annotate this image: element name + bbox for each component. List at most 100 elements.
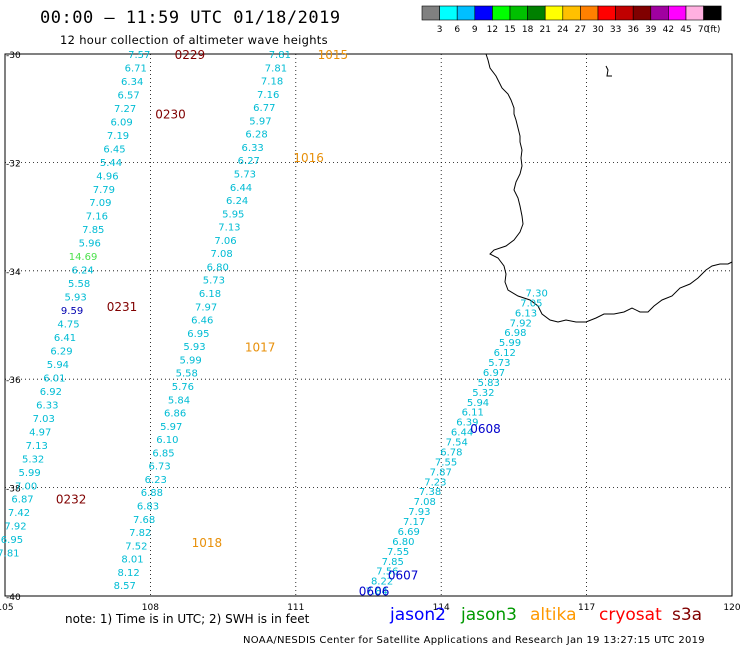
time-label: 0608 (470, 422, 501, 436)
lat-tick-label: -32 (6, 159, 21, 169)
legend-altika: altika (530, 605, 577, 625)
lat-tick-label: -38 (6, 485, 21, 495)
wave-height-value: 6.33 (242, 143, 264, 154)
time-label: 1018 (192, 536, 223, 550)
wave-height-value: 5.95 (222, 209, 244, 220)
wave-height-value: 7.56 (376, 567, 398, 578)
wave-height-value: 7.17 (403, 517, 425, 528)
wave-height-value: 8.22 (371, 577, 393, 588)
map-subtitle: 12 hour collection of altimeter wave hei… (60, 33, 328, 47)
lat-tick-label: -30 (6, 51, 21, 61)
wave-height-value: 6.28 (245, 130, 267, 141)
lat-tick-label: -34 (6, 268, 21, 278)
wave-height-value: 7.52 (125, 541, 147, 552)
wave-height-value: 5.97 (160, 422, 182, 433)
time-label: 0607 (388, 568, 419, 582)
wave-height-value: 6.45 (103, 144, 125, 155)
wave-height-value: 6.10 (156, 435, 178, 446)
map-frame (4, 53, 733, 597)
wave-height-value: 6.69 (398, 527, 420, 538)
colorbar-label: 30 (592, 25, 604, 35)
wave-height-value: 5.83 (478, 378, 500, 389)
wave-height-value: 6.83 (137, 501, 159, 512)
wave-height-value: 6.44 (230, 183, 252, 194)
wave-height-value: 5.73 (203, 276, 225, 287)
wave-height-value: 5.99 (499, 338, 521, 349)
wave-height-value: 4.97 (29, 427, 51, 438)
wave-height-value: 5.99 (180, 355, 202, 366)
colorbar-label: 39 (645, 25, 657, 35)
wave-height-value: 5.58 (68, 279, 90, 290)
time-label: 0232 (56, 492, 87, 506)
lon-tick-label: 111 (287, 603, 304, 613)
legend-jason2: jason2 (390, 605, 446, 625)
wave-height-value: 7.92 (4, 522, 26, 533)
legend-cryosat: cryosat (599, 605, 662, 625)
lon-tick-label: 105 (0, 603, 14, 613)
wave-height-value: 6.24 (226, 196, 248, 207)
lon-tick-label: 114 (433, 603, 450, 613)
time-label: 1016 (293, 151, 324, 165)
wave-height-value: 6.95 (187, 329, 209, 340)
wave-height-value: 5.94 (47, 360, 69, 371)
map-title: 00:00 – 11:59 UTC 01/18/2019 (40, 8, 341, 28)
wave-height-value: 6.33 (36, 400, 58, 411)
wave-height-value: 6.77 (253, 103, 275, 114)
wave-height-value: 5.97 (249, 116, 271, 127)
wave-height-value: 5.58 (176, 369, 198, 380)
lat-tick-label: -40 (6, 593, 21, 603)
wave-height-value: 7.93 (408, 507, 430, 518)
wave-height-value: 7.03 (33, 414, 55, 425)
wave-height-value: 6.41 (54, 333, 76, 344)
wave-height-value: 5.84 (168, 395, 190, 406)
time-label: 0231 (107, 300, 138, 314)
wave-height-value: 7.18 (261, 77, 283, 88)
colorbar-label: 12 (487, 25, 498, 35)
wave-height-value: 7.57 (128, 50, 150, 61)
time-label: 1017 (245, 341, 276, 355)
wave-height-value: 6.24 (72, 266, 94, 277)
wave-height-value: 5.96 (79, 239, 101, 250)
wave-height-value: 7.16 (257, 90, 279, 101)
wave-height-value: 7.42 (8, 508, 30, 519)
wave-height-value: 7.82 (129, 528, 151, 539)
wave-height-value: 7.55 (435, 457, 457, 468)
colorbar-unit: (ft) (707, 25, 721, 35)
track-1015: 7.81 7.81 7.18 7.16 6.77 5.97 6.28 6.33 6.27 5.73… (114, 50, 291, 592)
wave-height-value: 8.57 (114, 581, 136, 592)
wave-height-value: 6.18 (199, 289, 221, 300)
wave-height-value: 6.86 (164, 409, 186, 420)
wave-height-value: 7.23 (424, 477, 446, 488)
credit-line: NOAA/NESDIS Center for Satellite Applica… (243, 635, 705, 646)
colorbar-label: 33 (610, 25, 621, 35)
colorbar-label: 24 (557, 25, 569, 35)
wave-height-value: 7.85 (82, 225, 104, 236)
wave-height-value: 6.46 (191, 316, 213, 327)
wave-height-value: 8.01 (121, 555, 143, 566)
colorbar-label: 15 (504, 25, 515, 35)
wave-height-value: 6.92 (40, 387, 62, 398)
wave-height-value: 6.23 (145, 475, 167, 486)
colorbar-label: 3 (437, 25, 443, 35)
colorbar-label: 6 (454, 25, 460, 35)
colorbar: 3 6 9 12 15 18 21 24 27 30 33 36 39 42 45 70(ft) (421, 5, 722, 35)
wave-height-value: 6.78 (440, 447, 462, 458)
wave-height-value: 6.80 (392, 537, 414, 548)
lon-tick-label: 120 (723, 603, 740, 613)
lat-tick-label: -36 (6, 376, 21, 386)
wave-height-value: 6.12 (494, 348, 516, 359)
time-label: 0230 (155, 108, 186, 122)
wave-height-value: 7.87 (430, 467, 452, 478)
wave-height-value: 7.19 (107, 131, 129, 142)
wave-height-value: 6.11 (462, 408, 484, 419)
wave-height-value: 7.85 (382, 557, 404, 568)
wave-height-value: 7.08 (211, 249, 233, 260)
island-outline (605, 65, 612, 77)
wave-height-value: 5.93 (64, 293, 86, 304)
wave-height-value: 6.97 (483, 368, 505, 379)
colorbar-label: 21 (539, 25, 550, 35)
wave-height-value: 6.87 (11, 495, 33, 506)
wave-height-value: 6.88 (141, 488, 163, 499)
